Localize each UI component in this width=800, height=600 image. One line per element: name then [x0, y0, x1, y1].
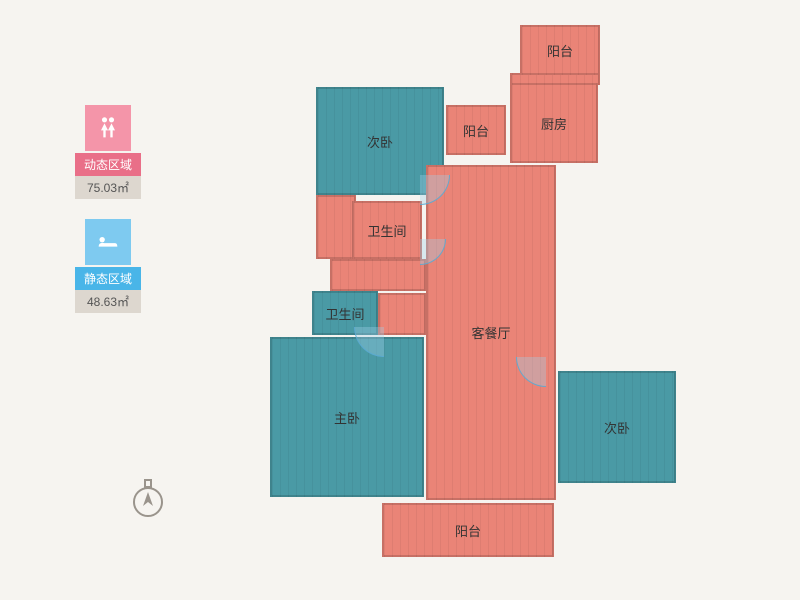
room-label: 卫生间: [325, 304, 364, 323]
legend-dynamic-value: 75.03㎡: [75, 176, 141, 199]
room-次卧: 次卧: [558, 371, 676, 483]
compass-icon: [130, 478, 166, 520]
floor-area: [378, 293, 426, 335]
room-阳台: 阳台: [382, 503, 554, 557]
room-label: 次卧: [604, 418, 630, 437]
floor-area: [330, 259, 426, 291]
legend-panel: 动态区域 75.03㎡ 静态区域 48.63㎡: [75, 105, 141, 333]
room-label: 卫生间: [367, 221, 406, 240]
room-label: 主卧: [334, 408, 360, 427]
room-label: 次卧: [367, 132, 393, 151]
room-厨房: 厨房: [510, 83, 598, 163]
floorplan: 阳台阳台厨房次卧卫生间客餐厅卫生间主卧次卧阳台: [270, 25, 720, 580]
room-label: 客餐厅: [471, 323, 510, 342]
room-label: 阳台: [547, 41, 573, 60]
floor-area: [316, 195, 356, 259]
room-label: 阳台: [463, 121, 489, 140]
room-卫生间: 卫生间: [352, 201, 422, 259]
room-主卧: 主卧: [270, 337, 424, 497]
legend-static: 静态区域 48.63㎡: [75, 219, 141, 313]
legend-static-label: 静态区域: [75, 267, 141, 290]
room-label: 厨房: [541, 114, 567, 133]
room-阳台: 阳台: [520, 25, 600, 75]
people-icon: [85, 105, 131, 151]
room-label: 阳台: [455, 521, 481, 540]
room-阳台: 阳台: [446, 105, 506, 155]
legend-static-value: 48.63㎡: [75, 290, 141, 313]
sleep-icon: [85, 219, 131, 265]
room-客餐厅: 客餐厅: [426, 165, 556, 500]
legend-dynamic: 动态区域 75.03㎡: [75, 105, 141, 199]
legend-dynamic-label: 动态区域: [75, 153, 141, 176]
